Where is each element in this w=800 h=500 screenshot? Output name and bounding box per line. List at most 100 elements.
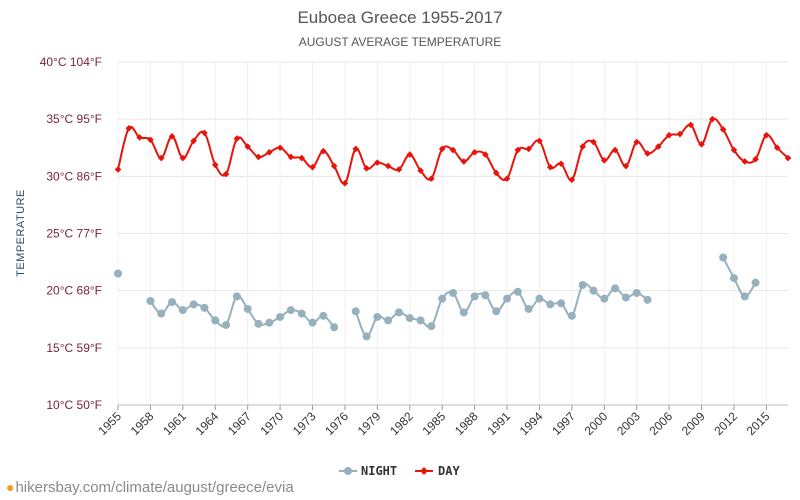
- night-point[interactable]: [330, 323, 339, 332]
- day-point[interactable]: [341, 179, 349, 187]
- night-point[interactable]: [178, 306, 187, 315]
- night-point[interactable]: [492, 307, 501, 316]
- day-point[interactable]: [557, 160, 565, 168]
- night-point[interactable]: [232, 292, 241, 301]
- night-point[interactable]: [394, 308, 403, 317]
- night-point[interactable]: [351, 307, 360, 316]
- night-point[interactable]: [254, 319, 263, 328]
- day-point[interactable]: [622, 162, 630, 170]
- day-point[interactable]: [114, 166, 122, 173]
- night-point[interactable]: [373, 312, 382, 321]
- night-point[interactable]: [146, 296, 155, 305]
- day-point[interactable]: [384, 162, 392, 170]
- night-point[interactable]: [729, 274, 738, 283]
- day-point[interactable]: [773, 144, 781, 152]
- night-point[interactable]: [632, 288, 641, 297]
- day-point[interactable]: [428, 175, 435, 182]
- night-point[interactable]: [222, 320, 231, 329]
- night-point[interactable]: [589, 286, 598, 295]
- night-point[interactable]: [211, 316, 220, 325]
- night-point[interactable]: [438, 294, 447, 303]
- day-point[interactable]: [482, 151, 489, 158]
- night-point[interactable]: [740, 292, 749, 301]
- night-point[interactable]: [416, 316, 425, 325]
- day-point[interactable]: [157, 154, 165, 162]
- day-point[interactable]: [514, 146, 522, 154]
- day-point[interactable]: [460, 158, 468, 165]
- night-point[interactable]: [319, 311, 328, 320]
- day-point[interactable]: [633, 138, 641, 146]
- day-point[interactable]: [579, 143, 586, 150]
- night-point[interactable]: [524, 304, 533, 313]
- day-point[interactable]: [255, 153, 262, 161]
- night-point[interactable]: [459, 308, 468, 317]
- day-point[interactable]: [503, 175, 511, 182]
- day-point[interactable]: [406, 151, 414, 158]
- night-point[interactable]: [470, 292, 479, 301]
- day-point[interactable]: [276, 144, 284, 152]
- night-point[interactable]: [157, 309, 166, 318]
- day-point[interactable]: [363, 165, 370, 172]
- night-point[interactable]: [286, 306, 295, 315]
- night-point[interactable]: [449, 288, 457, 297]
- night-point[interactable]: [427, 322, 436, 331]
- day-point[interactable]: [449, 146, 457, 154]
- night-point[interactable]: [557, 299, 566, 308]
- legend-item-day[interactable]: DAY: [415, 464, 460, 478]
- day-point[interactable]: [265, 149, 273, 156]
- night-point[interactable]: [189, 300, 198, 309]
- day-point[interactable]: [309, 163, 316, 171]
- day-point[interactable]: [536, 137, 543, 145]
- night-point[interactable]: [567, 311, 576, 320]
- day-point[interactable]: [741, 158, 749, 165]
- night-point[interactable]: [751, 278, 760, 287]
- night-point[interactable]: [600, 294, 609, 303]
- day-point[interactable]: [233, 135, 241, 142]
- night-point[interactable]: [114, 269, 122, 278]
- day-point[interactable]: [125, 125, 133, 132]
- night-point[interactable]: [546, 300, 555, 309]
- day-point[interactable]: [320, 147, 327, 155]
- day-point[interactable]: [168, 133, 176, 140]
- night-point[interactable]: [535, 294, 544, 303]
- day-point[interactable]: [676, 130, 684, 138]
- day-point[interactable]: [525, 145, 532, 153]
- night-point[interactable]: [265, 318, 274, 327]
- day-point[interactable]: [374, 159, 381, 166]
- day-point[interactable]: [190, 137, 197, 145]
- day-point[interactable]: [730, 146, 738, 154]
- day-point[interactable]: [298, 154, 306, 162]
- day-point[interactable]: [211, 161, 219, 169]
- night-point[interactable]: [481, 291, 490, 300]
- day-point[interactable]: [546, 163, 554, 171]
- day-point[interactable]: [438, 145, 446, 153]
- day-point[interactable]: [201, 129, 208, 137]
- night-point[interactable]: [276, 312, 285, 321]
- day-point[interactable]: [136, 134, 143, 141]
- day-point[interactable]: [600, 157, 608, 164]
- night-point[interactable]: [513, 287, 522, 296]
- day-point[interactable]: [147, 136, 154, 144]
- day-point[interactable]: [222, 170, 230, 178]
- day-point[interactable]: [644, 150, 651, 157]
- day-point[interactable]: [752, 155, 759, 163]
- night-point[interactable]: [719, 253, 728, 262]
- night-point[interactable]: [503, 294, 512, 303]
- legend-item-night[interactable]: NIGHT: [339, 464, 397, 478]
- night-point[interactable]: [200, 303, 209, 312]
- night-point[interactable]: [384, 316, 393, 325]
- day-point[interactable]: [763, 131, 770, 139]
- night-point[interactable]: [168, 298, 177, 307]
- day-point[interactable]: [719, 126, 727, 133]
- day-point[interactable]: [179, 154, 187, 162]
- day-point[interactable]: [330, 162, 338, 170]
- night-point[interactable]: [243, 304, 252, 313]
- night-point[interactable]: [621, 293, 630, 302]
- day-point[interactable]: [287, 153, 295, 161]
- night-point[interactable]: [308, 318, 317, 327]
- day-point[interactable]: [417, 167, 424, 174]
- legend[interactable]: NIGHT DAY: [339, 464, 460, 478]
- day-point[interactable]: [492, 169, 500, 177]
- day-point[interactable]: [471, 149, 478, 156]
- night-point[interactable]: [578, 280, 587, 289]
